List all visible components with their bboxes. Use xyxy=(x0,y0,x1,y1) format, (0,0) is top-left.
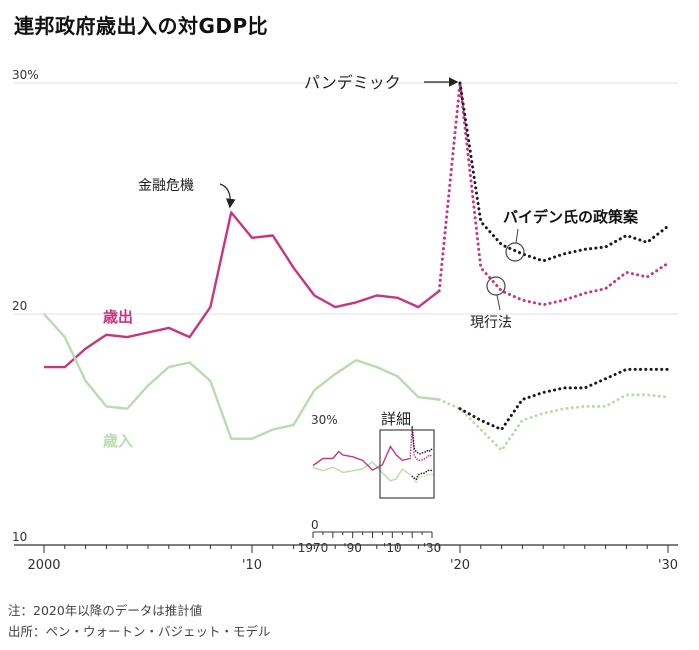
inset-x-tick-label: '30 xyxy=(423,541,442,555)
series-outlays_actual xyxy=(44,211,440,369)
inset-y-tick-label: 30% xyxy=(311,413,338,427)
series-revenues_actual xyxy=(43,313,440,440)
y-tick-label: 20 xyxy=(12,299,27,313)
x-tick-label: '20 xyxy=(450,558,470,573)
inset-series-outlays_biden xyxy=(411,426,433,455)
inset-chart: 1970 '90 '10 '30 30% 0 詳細 xyxy=(298,410,442,555)
inset-y-tick-label: 0 xyxy=(311,518,319,532)
page-title: 連邦政府歳出入の対GDP比 xyxy=(14,14,269,38)
inset-x-tick-label: '10 xyxy=(383,541,402,555)
inset-series-revenues xyxy=(312,461,411,482)
x-axis: 2000 '10 '20 '30 xyxy=(14,544,678,573)
inset-x-tick-label: 1970 xyxy=(298,541,329,555)
series-revenues_biden xyxy=(458,367,670,431)
pandemic-label: パンデミック xyxy=(304,73,401,92)
outlays-label: 歳出 xyxy=(103,308,133,326)
inset-detail-box xyxy=(379,429,435,499)
crisis-arrow xyxy=(219,183,236,209)
inset-series-revenues_current_law xyxy=(409,473,433,485)
source-text: 出所：ペン・ウォートン・バジェット・モデル xyxy=(8,624,271,639)
series-outlays_current_law xyxy=(437,81,670,307)
y-axis-ticks: 30% 20 10 xyxy=(12,68,39,544)
biden-circle-marker xyxy=(505,242,525,262)
y-tick-label: 10 xyxy=(12,530,27,544)
inset-series-revenues_biden xyxy=(411,469,433,481)
inset-x-tick-label: '90 xyxy=(343,541,362,555)
series-revenues_current_law xyxy=(437,393,670,452)
annotations: パンデミック 金融危機 バイデン氏の政策案 現行法 歳出 歳入 xyxy=(103,73,639,450)
biden-policy-label: バイデン氏の政策案 xyxy=(503,208,639,226)
inset-detail-label: 詳細 xyxy=(381,410,411,428)
note-text: 注：2020年以降のデータは推計値 xyxy=(8,603,203,618)
x-tick-label: '30 xyxy=(658,558,678,573)
biden-pointer xyxy=(515,228,519,244)
y-tick-label: 30% xyxy=(12,68,39,82)
inset-series-outlays_current_law xyxy=(409,426,433,462)
current-law-circle-marker xyxy=(486,276,506,296)
x-tick-label: 2000 xyxy=(27,558,60,573)
inset-series-outlays xyxy=(312,445,411,471)
grid-lines xyxy=(14,82,678,315)
crisis-label: 金融危機 xyxy=(138,178,194,194)
series-outlays_biden xyxy=(458,81,670,263)
revenues-label: 歳入 xyxy=(103,432,133,450)
current-law-label: 現行法 xyxy=(470,315,512,331)
series-lines xyxy=(43,81,670,452)
x-tick-label: '10 xyxy=(242,558,262,573)
current-law-pointer xyxy=(496,294,501,311)
